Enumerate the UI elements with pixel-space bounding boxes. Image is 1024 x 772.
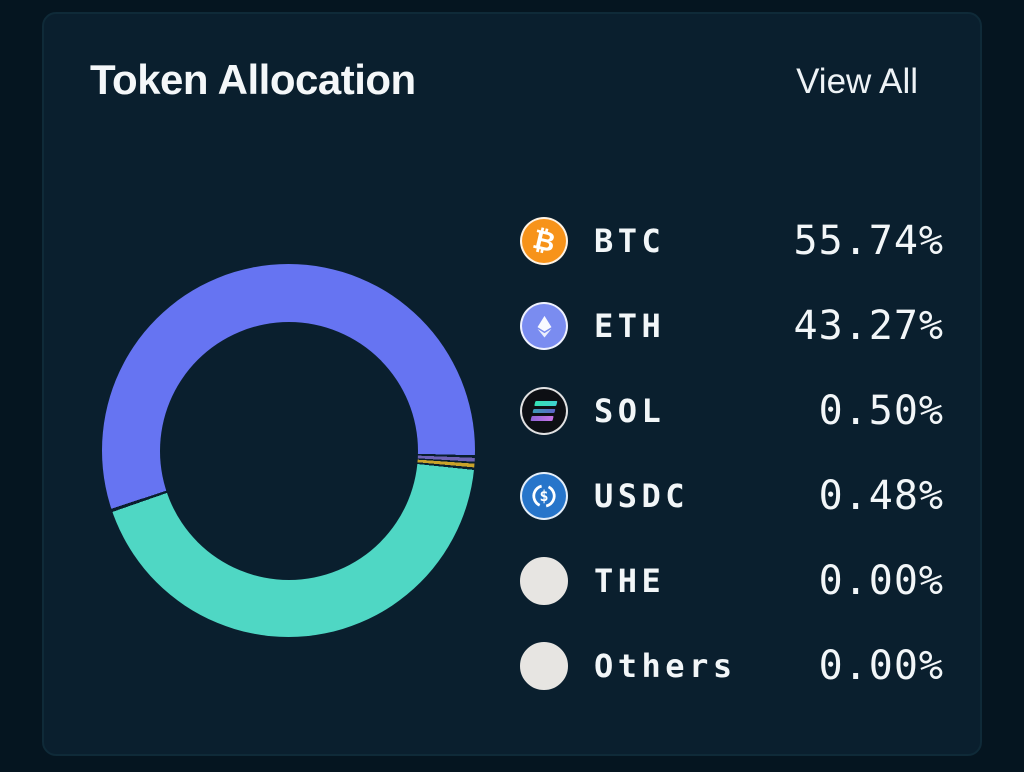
token-percent: 55.74% <box>793 218 944 264</box>
token-label: USDC <box>594 477 690 515</box>
token-label: SOL <box>594 392 666 430</box>
token-percent: 0.50% <box>818 388 944 434</box>
token-label: Others <box>594 647 737 685</box>
ethereum-diamond <box>537 315 551 338</box>
btc-icon: ₿ <box>520 217 568 265</box>
legend-row-the[interactable]: THE 0.00% <box>520 557 944 605</box>
generic-coin-icon <box>520 557 568 605</box>
view-all-link[interactable]: View All <box>796 62 918 101</box>
generic-coin-icon <box>520 642 568 690</box>
page-title: Token Allocation <box>90 56 416 103</box>
usdc-dollar-mark: $ <box>532 484 556 508</box>
token-legend: ₿ BTC 55.74% ETH 43.27% SOL 0.50% <box>520 217 944 690</box>
bitcoin-symbol: ₿ <box>529 223 559 259</box>
token-percent: 43.27% <box>793 303 944 349</box>
legend-row-sol[interactable]: SOL 0.50% <box>520 387 944 435</box>
usdc-icon: $ <box>520 472 568 520</box>
token-label: BTC <box>594 222 666 260</box>
token-allocation-donut-chart[interactable] <box>102 264 475 637</box>
token-label: THE <box>594 562 666 600</box>
legend-row-btc[interactable]: ₿ BTC 55.74% <box>520 217 944 265</box>
token-label: ETH <box>594 307 666 345</box>
token-percent: 0.00% <box>818 643 944 689</box>
donut-hole <box>159 321 418 580</box>
sol-icon <box>520 387 568 435</box>
token-percent: 0.00% <box>818 558 944 604</box>
svg-text:$: $ <box>539 487 548 505</box>
token-allocation-card: Token Allocation View All ₿ BTC 55.74% E… <box>42 12 982 756</box>
eth-icon <box>520 302 568 350</box>
legend-row-usdc[interactable]: $ USDC 0.48% <box>520 472 944 520</box>
solana-bars <box>530 401 558 421</box>
token-percent: 0.48% <box>818 473 944 519</box>
legend-row-others[interactable]: Others 0.00% <box>520 642 944 690</box>
legend-row-eth[interactable]: ETH 43.27% <box>520 302 944 350</box>
